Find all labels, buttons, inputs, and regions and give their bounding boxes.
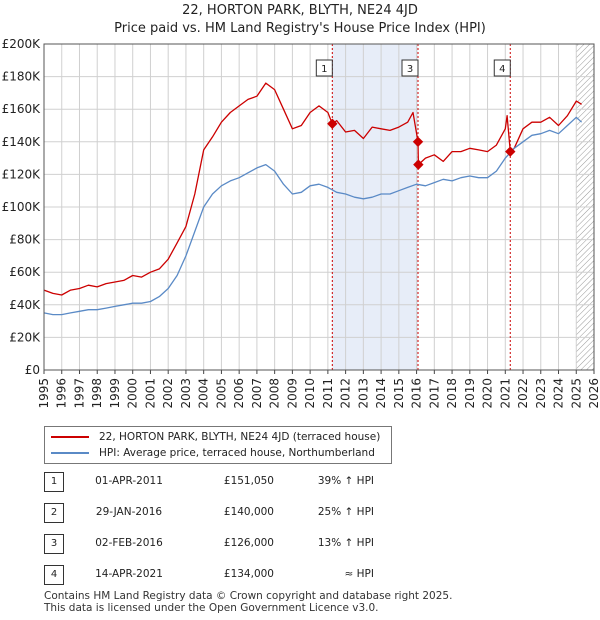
x-tick-label: 2012 — [339, 378, 353, 409]
x-tick-label: 1995 — [37, 378, 51, 409]
sale-label-text: 4 — [499, 64, 505, 75]
sale-label-box — [315, 59, 333, 77]
sale-label-text: 3 — [407, 64, 413, 75]
series-line-property — [43, 82, 582, 296]
y-tick-label: £100K — [2, 200, 42, 214]
transaction-date: 02-FEB-2016 — [95, 537, 163, 549]
transaction-row: 1 01-APR-2011 £151,050 39% ↑ HPI — [44, 472, 444, 492]
x-tick-label: 2026 — [587, 378, 600, 409]
transaction-price: £151,050 — [223, 475, 274, 487]
transaction-number-badge: 1 — [44, 472, 64, 492]
footer-copyright: Contains HM Land Registry data © Crown c… — [44, 590, 453, 602]
y-tick-label: £40K — [9, 298, 41, 312]
y-tick-label: £180K — [2, 70, 42, 84]
y-tick-label: £80K — [9, 233, 41, 247]
transaction-row: 4 14-APR-2021 £134,000 ≈ HPI — [44, 565, 444, 585]
sale-label-box — [401, 59, 419, 77]
x-tick-label: 2003 — [179, 378, 193, 409]
x-tick-label: 2014 — [374, 378, 388, 409]
x-tick-label: 2015 — [392, 378, 406, 409]
x-tick-label: 2006 — [232, 378, 246, 409]
y-tick-label: £20K — [9, 330, 41, 344]
transaction-price: £140,000 — [223, 506, 274, 518]
transaction-hpi-delta: 39% ↑ HPI — [317, 475, 374, 487]
plot-frame — [43, 43, 595, 371]
x-tick-label: 2024 — [552, 378, 566, 409]
x-tick-label: 2022 — [516, 378, 530, 409]
y-tick-label: £0 — [25, 363, 40, 377]
footer: Contains HM Land Registry data © Crown c… — [44, 590, 452, 614]
x-tick-label: 2011 — [321, 378, 335, 409]
x-tick-label: 1999 — [108, 378, 122, 409]
transaction-number-badge: 4 — [44, 565, 64, 585]
transaction-date: 14-APR-2021 — [95, 568, 163, 580]
y-tick-label: £120K — [2, 167, 42, 181]
x-tick-label: 2018 — [445, 378, 459, 409]
sale-label-box — [493, 59, 511, 77]
x-tick-label: 2010 — [303, 378, 317, 409]
x-tick-label: 1996 — [55, 378, 69, 409]
x-tick-label: 2007 — [250, 378, 264, 409]
transaction-hpi-delta: ≈ HPI — [344, 568, 374, 580]
x-tick-label: 2005 — [214, 378, 228, 409]
sale-marker — [505, 146, 516, 157]
x-tick-label: 2008 — [268, 378, 282, 409]
series-line-hpi — [43, 116, 583, 316]
transaction-price: £134,000 — [223, 568, 274, 580]
transaction-date: 29-JAN-2016 — [95, 506, 163, 518]
y-tick-label: £200K — [2, 37, 42, 51]
transaction-date: 01-APR-2011 — [95, 475, 163, 487]
x-tick-label: 2017 — [427, 378, 441, 409]
legend-swatch-property — [51, 436, 89, 438]
x-tick-label: 2013 — [356, 378, 370, 409]
transaction-price: £126,000 — [223, 537, 274, 549]
x-tick-label: 1998 — [90, 378, 104, 409]
x-tick-label: 2001 — [143, 378, 157, 409]
sale-marker — [412, 136, 424, 148]
sale-marker — [413, 159, 424, 170]
sale-label-text: 1 — [321, 64, 327, 75]
transaction-number-badge: 2 — [44, 503, 64, 523]
x-tick-label: 2025 — [569, 378, 583, 409]
legend-label-property: 22, HORTON PARK, BLYTH, NE24 4JD (terrac… — [99, 431, 381, 443]
chart-title-block: 22, HORTON PARK, BLYTH, NE24 4JD Price p… — [0, 2, 600, 38]
legend-swatch-hpi — [51, 452, 89, 454]
transaction-number-badge: 3 — [44, 534, 64, 554]
chart-title: 22, HORTON PARK, BLYTH, NE24 4JD — [182, 3, 418, 18]
sale-marker — [327, 118, 338, 129]
x-tick-label: 2016 — [410, 378, 424, 409]
x-tick-label: 2019 — [463, 378, 477, 409]
chart-subtitle: Price paid vs. HM Land Registry's House … — [114, 21, 486, 36]
x-tick-label: 2009 — [285, 378, 299, 409]
y-tick-label: £140K — [2, 135, 42, 149]
x-tick-label: 1997 — [72, 378, 86, 409]
x-tick-label: 2000 — [126, 378, 140, 409]
transaction-row: 2 29-JAN-2016 £140,000 25% ↑ HPI — [44, 503, 444, 523]
transaction-row: 3 02-FEB-2016 £126,000 13% ↑ HPI — [44, 534, 444, 554]
x-tick-label: 2020 — [481, 378, 495, 409]
legend-label-hpi: HPI: Average price, terraced house, Nort… — [99, 447, 375, 459]
footer-licence: This data is licensed under the Open Gov… — [44, 602, 379, 614]
transaction-hpi-delta: 25% ↑ HPI — [317, 506, 374, 518]
legend: 22, HORTON PARK, BLYTH, NE24 4JD (terrac… — [44, 426, 392, 464]
transaction-hpi-delta: 13% ↑ HPI — [317, 537, 374, 549]
x-tick-label: 2023 — [534, 378, 548, 409]
x-tick-label: 2021 — [498, 378, 512, 409]
price-chart: £0 £20K £40K £60K £80K £100K £120K £140K £160K £1… — [2, 37, 600, 409]
x-tick-label: 2004 — [197, 378, 211, 409]
y-tick-label: £60K — [9, 265, 41, 279]
x-tick-label: 2002 — [161, 378, 175, 409]
y-tick-label: £160K — [2, 102, 42, 116]
